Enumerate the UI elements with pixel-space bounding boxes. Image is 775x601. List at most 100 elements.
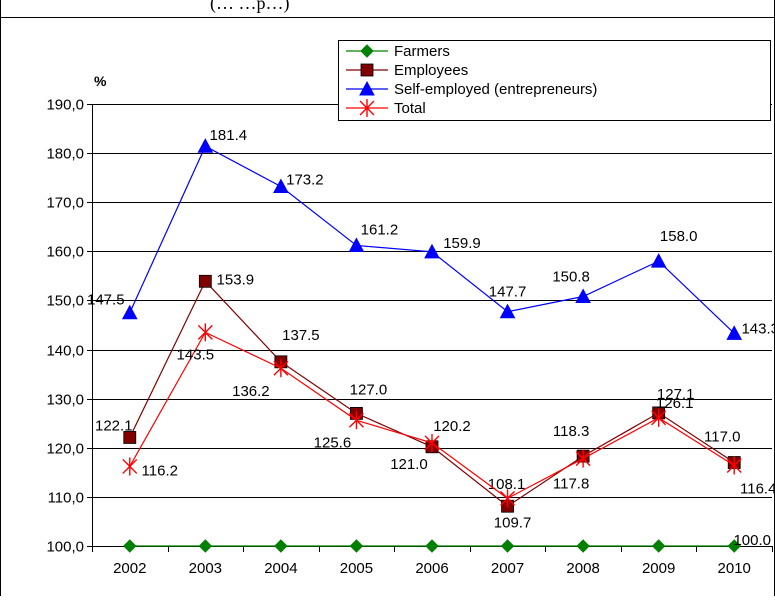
data-point [349, 539, 364, 553]
x-axis: 2002 2003 2004 2005 2006 2007 2008 2009 2010 [92, 546, 773, 577]
data-label: 109.7 [494, 514, 532, 531]
data-point [273, 178, 289, 194]
legend-marker [359, 80, 375, 96]
data-label: 116.4 [740, 480, 775, 497]
legend: Farmers Employees Self-employed (entrepren… [338, 40, 771, 121]
data-label: 117.8 [553, 476, 589, 493]
data-point [650, 253, 667, 268]
x-tick-label: 2004 [264, 560, 297, 577]
data-point [726, 325, 743, 340]
data-point [651, 539, 666, 553]
y-tick-label: 180,0 [46, 146, 84, 163]
data-point [121, 304, 138, 320]
data-label: 173.2 [286, 172, 324, 189]
data-label: 120.2 [433, 418, 471, 435]
series-layer: 100.0 122.1 153.9 137.5 127.0 120.2 108.1 118.3… [87, 127, 775, 553]
legend-marker [359, 99, 375, 117]
y-tick-label: 130,0 [46, 392, 84, 409]
legend-label: Employees [394, 62, 468, 79]
y-tick-label: 110,0 [48, 490, 84, 507]
data-point [424, 433, 440, 452]
data-point [122, 457, 138, 476]
data-point [425, 539, 439, 553]
data-label: 136.2 [232, 383, 270, 400]
data-label: 161.2 [361, 221, 399, 238]
data-label: 137.5 [282, 327, 320, 344]
data-point [198, 274, 212, 288]
data-point [651, 408, 667, 427]
legend-label: Total [394, 100, 426, 117]
data-point [123, 431, 137, 444]
data-label: 122.1 [95, 417, 133, 434]
data-point [274, 539, 288, 553]
data-label: 100.0 [733, 532, 771, 549]
data-label: 181.4 [210, 127, 248, 144]
data-point [500, 489, 516, 508]
series-employees: 122.1 153.9 137.5 127.0 120.2 108.1 118.3 127.1… [95, 271, 741, 513]
data-point [197, 323, 213, 342]
y-axis: 100,0 110,0 120,0 130,0 140,0 150,0 160,0 170,0… [46, 97, 93, 556]
legend-item: Employees [346, 62, 468, 79]
legend-marker [360, 44, 374, 58]
data-point [500, 539, 515, 553]
data-label: 118.3 [553, 423, 589, 440]
y-tick-label: 150,0 [46, 293, 84, 310]
series-self-employed-entrepreneurs: 147.5 181.4 173.2 161.2 159.9 147.7 150.8 158.0… [87, 127, 775, 340]
data-point [726, 456, 742, 475]
data-point [348, 411, 364, 430]
data-label: 150.8 [552, 269, 590, 286]
y-tick-label: 170,0 [46, 195, 84, 212]
data-label: 159.9 [443, 235, 481, 252]
data-label: 121.0 [390, 456, 428, 473]
data-point [197, 138, 214, 153]
data-label: 153.9 [217, 271, 255, 288]
x-tick-label: 2002 [113, 560, 146, 577]
data-label: 147.7 [489, 284, 527, 301]
data-point [123, 539, 137, 553]
y-tick-label: 160,0 [46, 244, 84, 261]
x-tick-label: 2007 [491, 560, 524, 577]
data-label: 127.1 [657, 386, 695, 403]
x-tick-label: 2006 [415, 560, 448, 577]
data-label: 127.0 [350, 381, 388, 398]
data-point [575, 449, 591, 468]
x-tick-label: 2009 [642, 560, 675, 577]
data-point [273, 359, 289, 378]
data-label: 158.0 [660, 228, 698, 245]
legend-label: Farmers [394, 43, 450, 60]
legend-item: Total [346, 99, 426, 117]
data-label: 147.5 [87, 292, 125, 309]
legend-item: Farmers [346, 43, 450, 60]
data-point [424, 243, 440, 259]
y-tick-label: 190,0 [46, 97, 84, 114]
data-point [575, 288, 591, 304]
data-point [499, 303, 516, 319]
data-label: 117.0 [704, 429, 740, 446]
data-label: 108.1 [488, 476, 526, 493]
data-point [576, 539, 590, 553]
x-tick-label: 2008 [566, 560, 599, 577]
data-label: 143.3 [741, 320, 775, 337]
series-farmers: 100.0 [123, 532, 771, 553]
legend-label: Self-employed (entrepreneurs) [394, 81, 597, 98]
y-axis-label: % [94, 73, 107, 89]
y-tick-label: 100,0 [46, 539, 84, 556]
x-tick-label: 2003 [189, 560, 222, 577]
legend-marker [360, 63, 374, 77]
data-point [727, 539, 741, 553]
data-label: 125.6 [314, 434, 352, 451]
series-total: 116.2 143.5 136.2 125.6 121.0 109.7 117.8 126.1… [122, 323, 775, 531]
data-point [198, 539, 213, 553]
legend-item: Self-employed (entrepreneurs) [346, 80, 597, 98]
x-tick-label: 2005 [340, 560, 373, 577]
legend-box [338, 40, 771, 121]
data-label: 116.2 [142, 462, 178, 479]
data-label: 143.5 [177, 346, 215, 363]
header-fragment: (… …p…) [210, 0, 290, 14]
x-tick-label: 2010 [718, 560, 751, 577]
y-tick-label: 120,0 [46, 441, 84, 458]
data-point [348, 237, 365, 252]
y-tick-label: 140,0 [46, 343, 84, 360]
